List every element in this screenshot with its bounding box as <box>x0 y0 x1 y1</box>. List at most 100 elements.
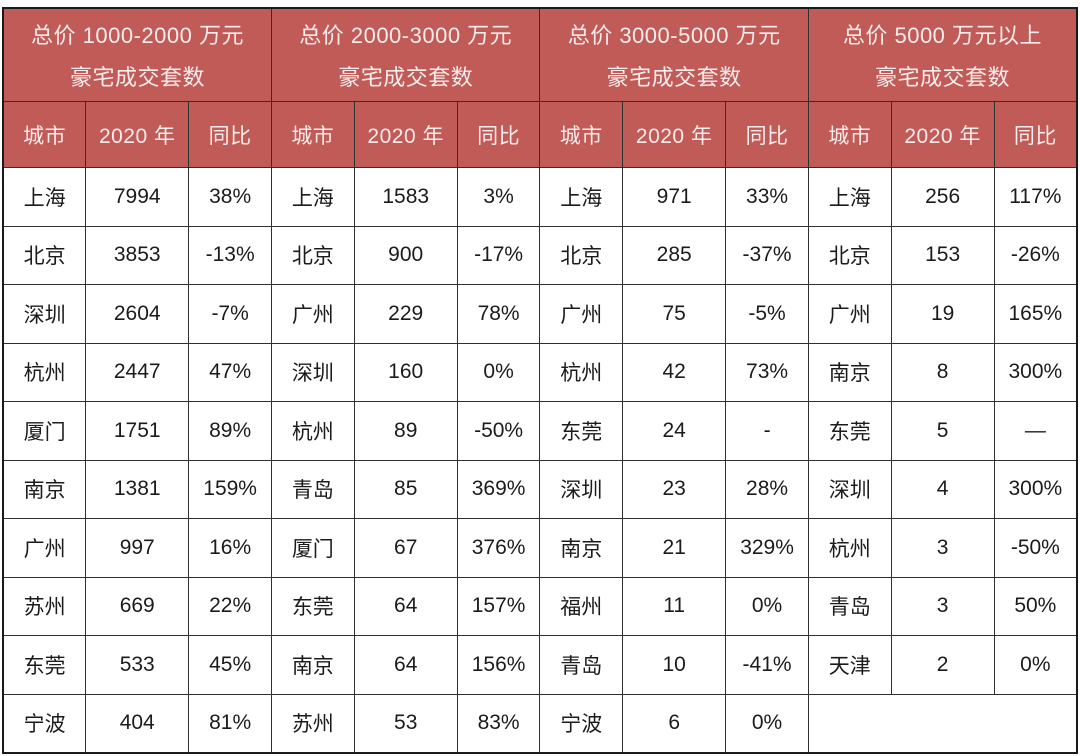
col-header-city: 城市 <box>807 101 892 168</box>
city-cell: 厦门 <box>2 401 87 461</box>
col-header-2020: 2020 年 <box>85 101 190 168</box>
count-2020-cell: 404 <box>85 693 190 753</box>
count-2020-cell: 3853 <box>85 225 190 285</box>
count-2020-cell: 67 <box>353 518 458 578</box>
yoy-cell: -50% <box>456 401 541 461</box>
col-header-2020: 2020 年 <box>353 101 458 168</box>
yoy-cell: 117% <box>993 167 1078 227</box>
yoy-cell: 47% <box>188 342 272 402</box>
count-2020-cell: 2447 <box>85 342 190 402</box>
yoy-cell: 16% <box>188 518 272 578</box>
group-header-inner: 总价 1000-2000 万元 豪宅成交套数 <box>4 9 270 101</box>
count-2020-cell: 89 <box>353 401 458 461</box>
yoy-cell: -13% <box>188 225 272 285</box>
city-cell: 宁波 <box>539 693 624 753</box>
table-row: 苏州 669 22% 东莞 64 157% 福州 11 0% 青岛 3 50% <box>2 576 1078 636</box>
table-row: 东莞 533 45% 南京 64 156% 青岛 10 -41% 天津 2 0% <box>2 635 1078 695</box>
group-title: 总价 2000-3000 万元 <box>299 23 513 49</box>
city-cell: 北京 <box>807 225 892 285</box>
city-cell: 北京 <box>2 225 87 285</box>
yoy-cell: 73% <box>725 342 809 402</box>
group-header-row: 总价 1000-2000 万元 豪宅成交套数 总价 2000-3000 万元 豪… <box>2 7 1078 102</box>
table-row: 宁波 404 81% 苏州 53 83% 宁波 6 0% <box>2 693 1078 753</box>
table-row: 杭州 2447 47% 深圳 160 0% 杭州 42 73% 南京 8 300% <box>2 342 1078 402</box>
luxury-home-sales-table: 总价 1000-2000 万元 豪宅成交套数 总价 2000-3000 万元 豪… <box>2 7 1078 754</box>
group-subtitle: 豪宅成交套数 <box>606 64 742 90</box>
city-cell: 东莞 <box>270 576 355 636</box>
col-header-city: 城市 <box>2 101 87 168</box>
city-cell: 南京 <box>807 342 892 402</box>
col-header-2020: 2020 年 <box>622 101 727 168</box>
count-2020-cell: 19 <box>890 284 995 344</box>
city-cell: 上海 <box>2 167 87 227</box>
group-subtitle: 豪宅成交套数 <box>338 64 474 90</box>
city-cell: 青岛 <box>270 459 355 519</box>
table-row: 深圳 2604 -7% 广州 229 78% 广州 75 -5% 广州 19 165% <box>2 284 1078 344</box>
col-header-yoy: 同比 <box>456 101 541 168</box>
count-2020-cell: 2 <box>890 635 995 695</box>
yoy-cell: 78% <box>456 284 541 344</box>
city-cell: 南京 <box>539 518 624 578</box>
city-cell: 杭州 <box>539 342 624 402</box>
count-2020-cell: 8 <box>890 342 995 402</box>
col-header-yoy: 同比 <box>188 101 272 168</box>
city-cell: 上海 <box>539 167 624 227</box>
yoy-cell: 0% <box>725 693 809 753</box>
city-cell: 苏州 <box>270 693 355 753</box>
table-row: 北京 3853 -13% 北京 900 -17% 北京 285 -37% 北京 153 -26% <box>2 225 1078 285</box>
group-header-5000-plus: 总价 5000 万元以上 豪宅成交套数 <box>807 7 1078 102</box>
count-2020-cell: 85 <box>353 459 458 519</box>
yoy-cell: -41% <box>725 635 809 695</box>
count-2020-cell: 21 <box>622 518 727 578</box>
yoy-cell: 156% <box>456 635 541 695</box>
city-cell: 深圳 <box>807 459 892 519</box>
city-cell: 广州 <box>539 284 624 344</box>
count-2020-cell: 229 <box>353 284 458 344</box>
count-2020-cell: 997 <box>85 518 190 578</box>
city-cell: 上海 <box>270 167 355 227</box>
count-2020-cell: 3 <box>890 518 995 578</box>
group-title: 总价 5000 万元以上 <box>842 23 1043 49</box>
city-cell: 北京 <box>539 225 624 285</box>
group-title: 总价 3000-5000 万元 <box>567 23 781 49</box>
group-header-inner: 总价 5000 万元以上 豪宅成交套数 <box>809 9 1076 101</box>
count-2020-cell: 3 <box>890 576 995 636</box>
count-2020-cell: 2604 <box>85 284 190 344</box>
yoy-cell: 0% <box>725 576 809 636</box>
count-2020-cell: 285 <box>622 225 727 285</box>
group-header-2000-3000: 总价 2000-3000 万元 豪宅成交套数 <box>270 7 541 102</box>
count-2020-cell: 64 <box>353 576 458 636</box>
yoy-cell: 376% <box>456 518 541 578</box>
group-title: 总价 1000-2000 万元 <box>31 23 244 49</box>
empty-cell <box>807 693 1078 753</box>
yoy-cell: 45% <box>188 635 272 695</box>
count-2020-cell: 11 <box>622 576 727 636</box>
city-cell: 苏州 <box>2 576 87 636</box>
count-2020-cell: 4 <box>890 459 995 519</box>
city-cell: 深圳 <box>2 284 87 344</box>
count-2020-cell: 1751 <box>85 401 190 461</box>
yoy-cell: 329% <box>725 518 809 578</box>
city-cell: 杭州 <box>270 401 355 461</box>
yoy-cell: 83% <box>456 693 541 753</box>
yoy-cell: 157% <box>456 576 541 636</box>
count-2020-cell: 971 <box>622 167 727 227</box>
yoy-cell: 33% <box>725 167 809 227</box>
count-2020-cell: 669 <box>85 576 190 636</box>
yoy-cell: 369% <box>456 459 541 519</box>
col-header-yoy: 同比 <box>993 101 1078 168</box>
yoy-cell: 159% <box>188 459 272 519</box>
group-header-inner: 总价 3000-5000 万元 豪宅成交套数 <box>541 9 807 101</box>
count-2020-cell: 42 <box>622 342 727 402</box>
city-cell: 北京 <box>270 225 355 285</box>
yoy-cell: 165% <box>993 284 1078 344</box>
city-cell: 广州 <box>807 284 892 344</box>
count-2020-cell: 160 <box>353 342 458 402</box>
city-cell: 广州 <box>270 284 355 344</box>
city-cell: 福州 <box>539 576 624 636</box>
yoy-cell: 38% <box>188 167 272 227</box>
yoy-cell: - <box>725 401 809 461</box>
group-header-inner: 总价 2000-3000 万元 豪宅成交套数 <box>272 9 538 101</box>
city-cell: 深圳 <box>539 459 624 519</box>
